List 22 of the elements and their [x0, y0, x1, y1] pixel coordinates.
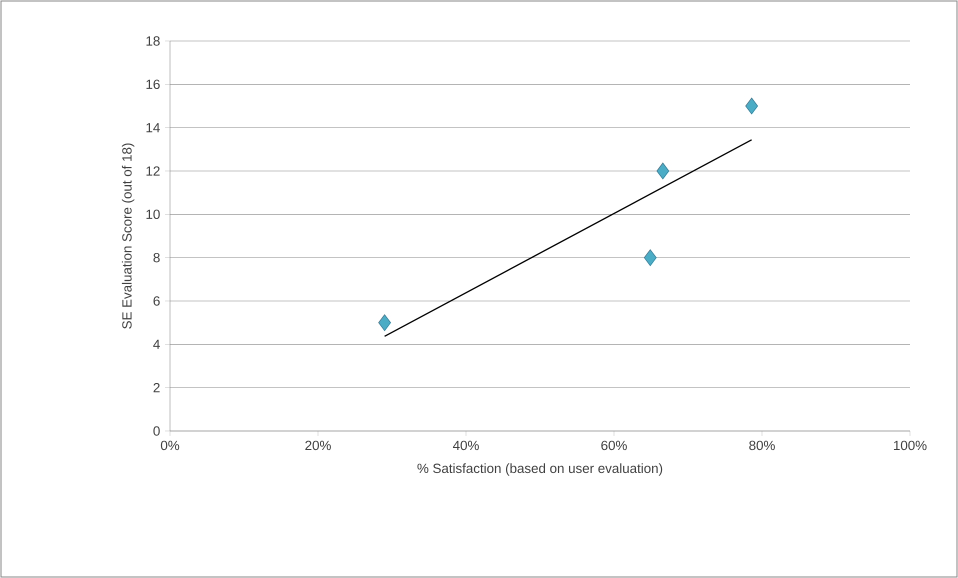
point	[378, 314, 391, 331]
x-tick-label: 100%	[894, 440, 927, 450]
y-tick-label: 0	[153, 426, 160, 436]
y-tick-label: 4	[153, 340, 160, 349]
x-tick-label: 40%	[452, 440, 479, 450]
y-tick-label: 8	[153, 252, 160, 262]
y-tick-label: 2	[154, 383, 160, 392]
y-tick-label: 10	[146, 210, 160, 220]
x-tick-label: 0%	[160, 440, 180, 450]
y-tick-label: 6	[154, 296, 160, 306]
x-tick-label: 60%	[601, 440, 627, 450]
x-axis-title: % Satisfaction (based on user evaluation)	[417, 463, 662, 476]
point	[656, 162, 670, 180]
y-tick-label: 12	[146, 166, 160, 176]
x-tick-label: 20%	[305, 440, 331, 450]
y-tick-label: 16	[146, 80, 160, 90]
point	[745, 98, 758, 114]
y-tick-label: 18	[146, 36, 160, 46]
point	[644, 249, 657, 266]
y-axis-title: SE Evaluation Score (out of 18)	[122, 143, 134, 329]
x-tick-label: 80%	[749, 440, 775, 450]
y-tick-label: 14	[146, 123, 160, 132]
